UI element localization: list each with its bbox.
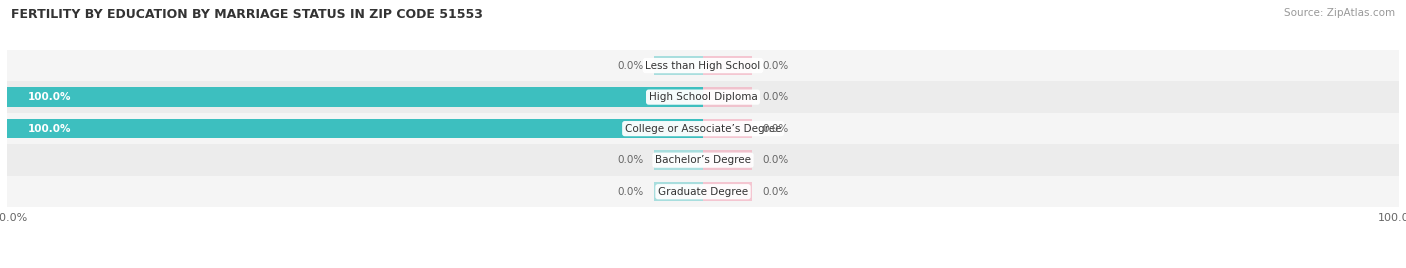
Bar [703, 150, 752, 170]
Text: 0.0%: 0.0% [617, 187, 644, 197]
Bar [703, 56, 752, 75]
Bar [654, 182, 703, 202]
Text: 0.0%: 0.0% [762, 61, 789, 70]
Text: 100.0%: 100.0% [28, 92, 72, 102]
Legend: Married, Unmarried: Married, Unmarried [623, 264, 783, 268]
Text: Bachelor’s Degree: Bachelor’s Degree [655, 155, 751, 165]
Bar [703, 87, 752, 107]
Bar [7, 113, 1399, 144]
Bar [7, 119, 703, 138]
Bar [703, 182, 752, 202]
Bar [7, 176, 1399, 207]
Bar [703, 119, 752, 138]
Text: Less than High School: Less than High School [645, 61, 761, 70]
Text: Source: ZipAtlas.com: Source: ZipAtlas.com [1284, 8, 1395, 18]
Bar [7, 50, 1399, 81]
Text: 0.0%: 0.0% [617, 155, 644, 165]
Text: 0.0%: 0.0% [762, 92, 789, 102]
Text: College or Associate’s Degree: College or Associate’s Degree [624, 124, 782, 134]
Bar [7, 144, 1399, 176]
Text: Graduate Degree: Graduate Degree [658, 187, 748, 197]
Bar [7, 81, 1399, 113]
Bar [654, 150, 703, 170]
Text: 0.0%: 0.0% [617, 61, 644, 70]
Text: 0.0%: 0.0% [762, 155, 789, 165]
Text: FERTILITY BY EDUCATION BY MARRIAGE STATUS IN ZIP CODE 51553: FERTILITY BY EDUCATION BY MARRIAGE STATU… [11, 8, 484, 21]
Bar [7, 87, 703, 107]
Text: 0.0%: 0.0% [762, 187, 789, 197]
Bar [654, 56, 703, 75]
Text: 100.0%: 100.0% [28, 124, 72, 134]
Text: 0.0%: 0.0% [762, 124, 789, 134]
Text: High School Diploma: High School Diploma [648, 92, 758, 102]
